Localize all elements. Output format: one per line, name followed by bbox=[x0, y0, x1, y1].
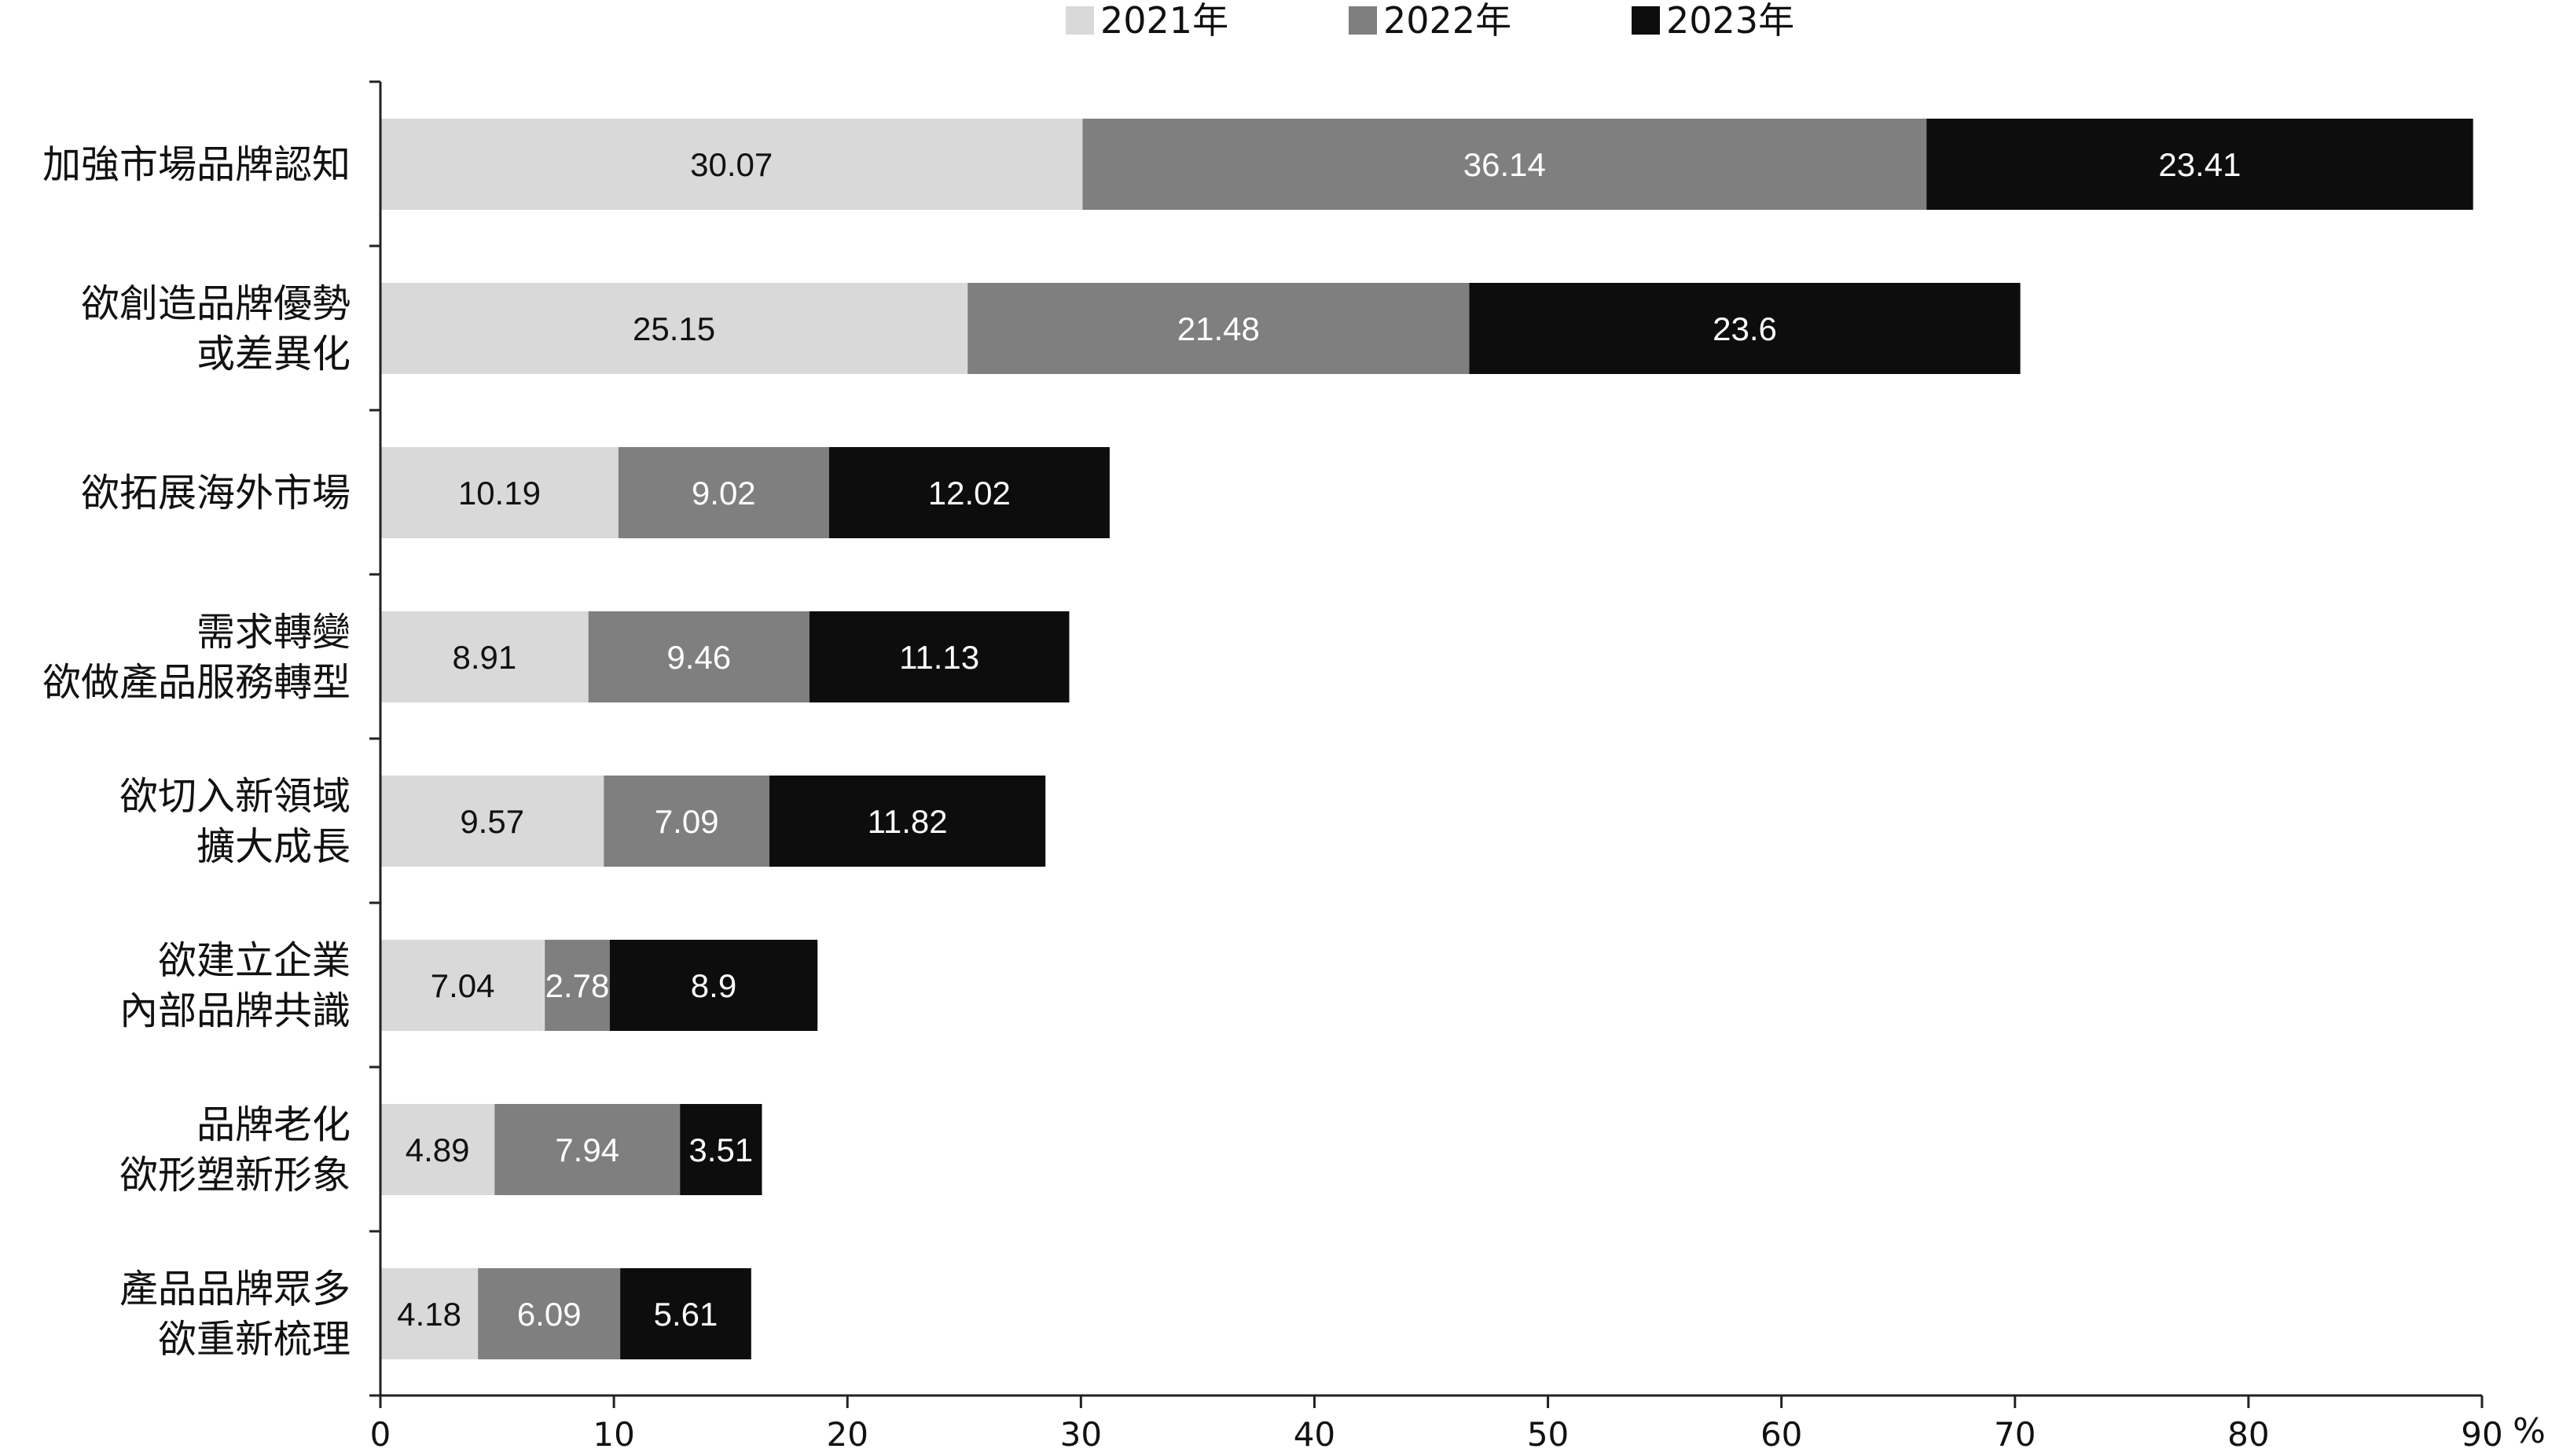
category-label: 需求轉變 bbox=[196, 610, 351, 655]
data-label: 23.41 bbox=[2158, 146, 2241, 183]
category-label: 品牌老化 bbox=[196, 1102, 351, 1147]
data-label: 11.82 bbox=[868, 803, 948, 840]
bars: 30.07 36.14 23.41 25.15 21.48 23.6 10.19 9.02 12… bbox=[380, 119, 2473, 1359]
bar-segment bbox=[380, 611, 589, 702]
bar-segment bbox=[620, 1268, 751, 1359]
data-label: 9.57 bbox=[460, 803, 524, 840]
category-label: 或差異化 bbox=[196, 332, 351, 376]
bar-segment bbox=[609, 940, 818, 1031]
x-tick-label: 10 bbox=[593, 1415, 634, 1454]
category-label: 擴大成長 bbox=[196, 824, 351, 869]
x-unit-label: % bbox=[2513, 1411, 2546, 1451]
data-label: 4.18 bbox=[397, 1296, 461, 1333]
data-label: 23.6 bbox=[1713, 310, 1777, 347]
bar-segment bbox=[769, 776, 1046, 867]
legend-swatch bbox=[1066, 6, 1094, 35]
bar-segment bbox=[1926, 119, 2473, 210]
bar-segment bbox=[604, 776, 769, 867]
bar-segment bbox=[478, 1268, 621, 1359]
data-label: 3.51 bbox=[688, 1131, 753, 1168]
legend-label: 2021年 bbox=[1100, 0, 1228, 42]
bar-segment bbox=[967, 283, 1470, 374]
bar-segment bbox=[545, 940, 610, 1031]
axes: 0 10 20 30 40 50 60 70 80 90% bbox=[369, 80, 2546, 1454]
bar-segment bbox=[588, 611, 810, 702]
data-label: 36.14 bbox=[1463, 146, 1546, 183]
legend-swatch bbox=[1632, 6, 1660, 35]
category-label: 產品品牌眾多 bbox=[119, 1267, 351, 1311]
category-label: 欲創造品牌優勢 bbox=[81, 281, 351, 326]
category-label: 欲重新梳理 bbox=[158, 1317, 351, 1362]
category-label: 欲做產品服務轉型 bbox=[42, 660, 351, 705]
data-label: 8.91 bbox=[453, 639, 517, 676]
data-label: 12.02 bbox=[928, 475, 1011, 512]
data-label: 9.46 bbox=[666, 639, 731, 676]
data-label: 8.9 bbox=[691, 967, 736, 1004]
x-tick-label: 60 bbox=[1760, 1415, 1802, 1454]
bar-segment bbox=[380, 283, 968, 374]
x-tick-label: 80 bbox=[2227, 1415, 2269, 1454]
bar-segment bbox=[1082, 119, 1927, 210]
bar-segment bbox=[380, 776, 604, 867]
bar-segment bbox=[1469, 283, 2021, 374]
legend: 2021年 2022年 2023年 bbox=[1066, 0, 1794, 42]
bar-segment bbox=[494, 1104, 681, 1195]
bar-segment bbox=[380, 1104, 495, 1195]
data-label: 25.15 bbox=[633, 310, 715, 347]
legend-label: 2022年 bbox=[1383, 0, 1511, 42]
data-label: 21.48 bbox=[1177, 310, 1260, 347]
data-label: 4.89 bbox=[406, 1131, 470, 1168]
data-label: 10.19 bbox=[458, 475, 541, 512]
x-tick-label: 90 bbox=[2461, 1415, 2502, 1454]
category-label: 加強市場品牌認知 bbox=[42, 142, 351, 187]
category-label: 內部品牌共識 bbox=[119, 988, 351, 1033]
category-label: 欲建立企業 bbox=[158, 938, 351, 983]
x-tick-label: 0 bbox=[370, 1415, 391, 1454]
legend-swatch bbox=[1349, 6, 1377, 35]
bar-segment bbox=[380, 1268, 479, 1359]
data-label: 30.07 bbox=[690, 146, 773, 183]
data-label: 9.02 bbox=[692, 475, 756, 512]
category-label: 欲形塑新形象 bbox=[119, 1153, 351, 1197]
bar-segment bbox=[380, 119, 1083, 210]
x-tick-label: 50 bbox=[1527, 1415, 1569, 1454]
bar-segment bbox=[618, 447, 829, 538]
data-label: 2.78 bbox=[545, 967, 610, 1004]
category-label: 欲拓展海外市場 bbox=[81, 471, 351, 515]
bar-segment bbox=[809, 611, 1070, 702]
bar-segment bbox=[380, 940, 545, 1031]
legend-label: 2023年 bbox=[1666, 0, 1794, 42]
category-label: 欲切入新領域 bbox=[119, 774, 351, 819]
data-label: 7.09 bbox=[655, 803, 719, 840]
x-tick-label: 40 bbox=[1294, 1415, 1335, 1454]
x-tick-label: 70 bbox=[1994, 1415, 2036, 1454]
data-label: 5.61 bbox=[654, 1296, 718, 1333]
data-label: 7.94 bbox=[555, 1131, 619, 1168]
x-tick-label: 30 bbox=[1060, 1415, 1102, 1454]
x-tick-label: 20 bbox=[826, 1415, 868, 1454]
category-labels: 加強市場品牌認知欲創造品牌優勢或差異化欲拓展海外市場需求轉變欲做產品服務轉型欲切… bbox=[42, 142, 351, 1362]
bar-segment bbox=[828, 447, 1110, 538]
data-label: 11.13 bbox=[899, 639, 979, 676]
data-label: 6.09 bbox=[517, 1296, 582, 1333]
data-label: 7.04 bbox=[431, 967, 495, 1004]
bar-segment bbox=[680, 1104, 762, 1195]
bar-segment bbox=[380, 447, 619, 538]
